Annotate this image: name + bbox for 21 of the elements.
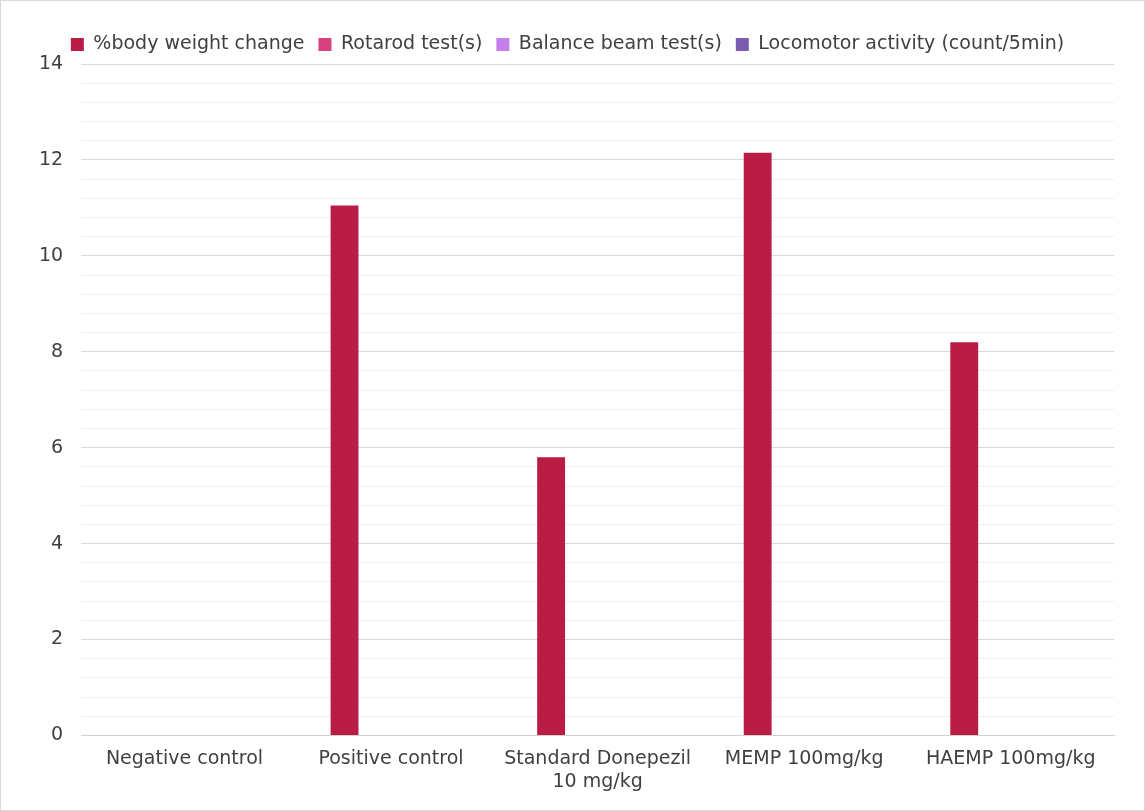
legend-label: %body weight change (93, 31, 305, 54)
y-tick-label: 8 (51, 338, 64, 361)
legend-label: Locomotor activity (count/5min) (758, 31, 1065, 54)
bar (743, 152, 772, 735)
bar (950, 342, 979, 735)
x-tick-label: MEMP 100mg/kg (724, 745, 884, 768)
y-tick-label: 10 (38, 242, 64, 265)
bar (330, 205, 359, 735)
x-tick-label: HAEMP 100mg/kg (925, 745, 1096, 768)
legend-label: Rotarod test(s) (340, 31, 483, 54)
legend-label: Balance beam test(s) (518, 31, 722, 54)
x-tick-label: Standard Donepezil 10 mg/kg (504, 745, 691, 791)
bar (537, 457, 566, 735)
y-tick-label: 0 (51, 722, 64, 745)
x-tick-label: Positive control (318, 745, 464, 768)
y-tick-label: 14 (38, 50, 64, 73)
y-tick-label: 12 (38, 146, 64, 169)
y-tick-label: 6 (51, 434, 64, 457)
y-tick-label: 2 (51, 626, 64, 649)
y-tick-label: 4 (51, 530, 64, 553)
x-tick-label: Negative control (105, 745, 264, 768)
